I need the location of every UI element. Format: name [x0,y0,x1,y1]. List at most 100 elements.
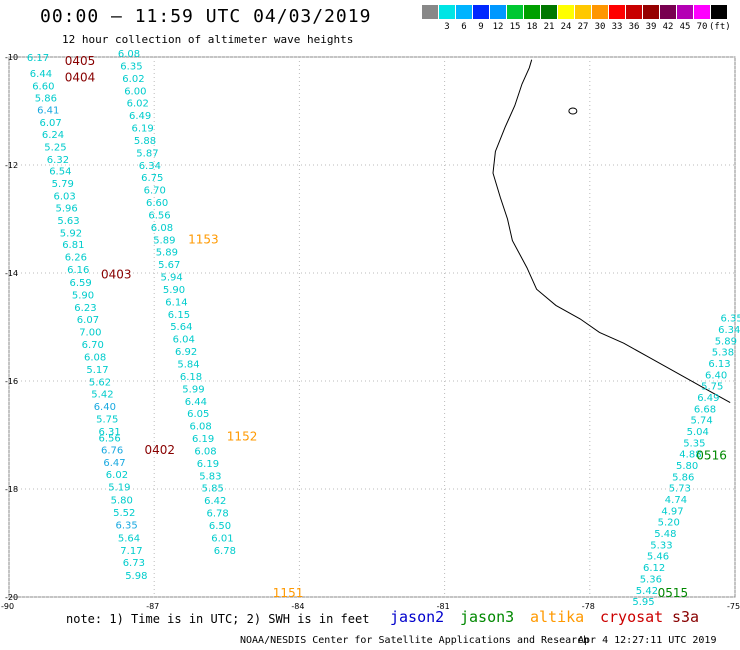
lat-tick-label: -20 [5,593,18,602]
wave-height-label: 5.90 [72,290,94,301]
pass-time-label: 0405 [65,54,96,68]
legend-swatch [626,5,642,19]
credit-text: NOAA/NESDIS Center for Satellite Applica… [240,635,590,646]
legend-label: 42 [662,22,674,32]
legend-label: 21 [543,22,555,32]
wave-height-label: 6.02 [122,74,144,85]
legend-label: 15 [509,22,521,32]
pass-time-label: 0402 [145,443,176,457]
wave-height-label: 5.92 [60,228,82,239]
wave-height-label: 5.96 [56,203,78,214]
wave-height-label: 6.49 [129,111,151,122]
wave-height-label: 6.24 [42,130,64,141]
wave-height-label: 6.34 [718,325,740,336]
wave-height-label: 5.89 [153,235,175,246]
wave-height-label: 6.76 [101,445,123,456]
satellite-name: jason3 [460,608,515,626]
legend-swatch [524,5,540,19]
wave-height-label: 6.15 [168,310,190,321]
legend-swatch [592,5,608,19]
legend-label: 70 [696,22,708,32]
axis-tick-labels: -10 -12 -14 -16 -18 -20-90 -87 -84 -81 -78 -75 [1,53,740,611]
wave-height-label: 6.92 [175,347,197,358]
legend-swatch [575,5,591,19]
lon-tick-label: -84 [291,602,304,611]
wave-height-label: 5.46 [647,552,669,563]
wave-height-label: 5.67 [158,260,180,271]
wave-height-label: 5.86 [35,93,57,104]
legend-label: 27 [577,22,589,32]
coastline [492,59,731,404]
legend-label: 3 [444,22,450,32]
wave-height-label: 5.20 [658,518,680,529]
wave-height-label: 6.35 [120,61,142,72]
wave-height-label: 6.40 [705,370,727,381]
wave-height-label: 6.04 [173,335,195,346]
wave-height-label: 5.98 [125,571,147,582]
wave-height-label: 6.00 [124,86,146,97]
footer-note: note: 1) Time is in UTC; 2) SWH is in fe… [66,612,370,626]
lat-tick-label: -10 [5,53,18,62]
satellite-name: cryosat [600,608,664,626]
page-subtitle: 12 hour collection of altimeter wave hei… [62,33,354,46]
wave-height-label: 5.35 [683,438,705,449]
wave-height-label: 7.00 [79,328,101,339]
legend-swatch [694,5,710,19]
wave-height-label: 6.19 [197,459,219,470]
pass-time-label: 0404 [65,70,96,84]
wave-height-label: 6.68 [694,404,716,415]
wave-height-label: 6.40 [94,402,116,413]
legend-label: 33 [611,22,623,32]
wave-height-label: 6.19 [132,124,154,135]
wave-height-label: 6.02 [106,470,128,481]
wave-height-label: 5.94 [161,273,183,284]
wave-height-label: 6.19 [192,434,214,445]
wave-height-label: 6.78 [207,509,229,520]
legend-swatch [490,5,506,19]
wave-height-label: 6.07 [40,118,62,129]
legend-swatch [711,5,727,19]
wave-height-label: 6.81 [62,240,84,251]
wave-height-label: 6.75 [141,173,163,184]
wave-height-label: 6.08 [190,422,212,433]
legend-swatch [541,5,557,19]
pass-time-label: 0516 [696,448,727,462]
wave-height-label: 5.75 [96,415,118,426]
wave-height-label: 5.90 [163,285,185,296]
wave-height-label: 6.60 [32,81,54,92]
wave-height-label: 5.04 [687,427,709,438]
legend-label: 39 [645,22,657,32]
legend-label: 30 [594,22,606,32]
legend-label: 24 [560,22,572,32]
wave-height-label: 5.87 [136,148,158,159]
wave-height-label: 5.17 [86,365,108,376]
wave-height-label: 5.84 [177,360,199,371]
legend-swatch [677,5,693,19]
wave-height-label: 5.95 [632,597,654,608]
wave-height-label: 5.83 [199,471,221,482]
pass-time-label: 1151 [273,586,304,600]
wave-height-label: 6.49 [697,393,719,404]
island-outline [568,107,578,115]
wave-height-label: 5.79 [52,179,74,190]
wave-height-label: 5.74 [691,416,713,427]
wave-height-label: 5.52 [113,508,135,519]
wave-height-label: 6.42 [204,496,226,507]
wave-height-label: 5.86 [672,472,694,483]
satellite-name: jason2 [390,608,445,626]
wave-height-label: 5.48 [654,529,676,540]
wave-height-label: 6.08 [118,49,140,60]
legend-swatch [473,5,489,19]
pass-time-label: 0515 [658,586,689,600]
wave-height-label: 6.08 [151,223,173,234]
page-title: 00:00 — 11:59 UTC 04/03/2019 [40,6,372,27]
wave-height-label: 5.62 [89,377,111,388]
wave-height-label: 5.64 [170,322,192,333]
wave-height-label: 5.89 [156,248,178,259]
wave-height-label: 6.01 [211,533,233,544]
satellite-name: s3a [672,608,700,626]
wave-height-label: 6.50 [209,521,231,532]
wave-height-label: 6.60 [146,198,168,209]
wave-height-label: 6.26 [65,253,87,264]
satellite-name: altika [530,608,585,626]
